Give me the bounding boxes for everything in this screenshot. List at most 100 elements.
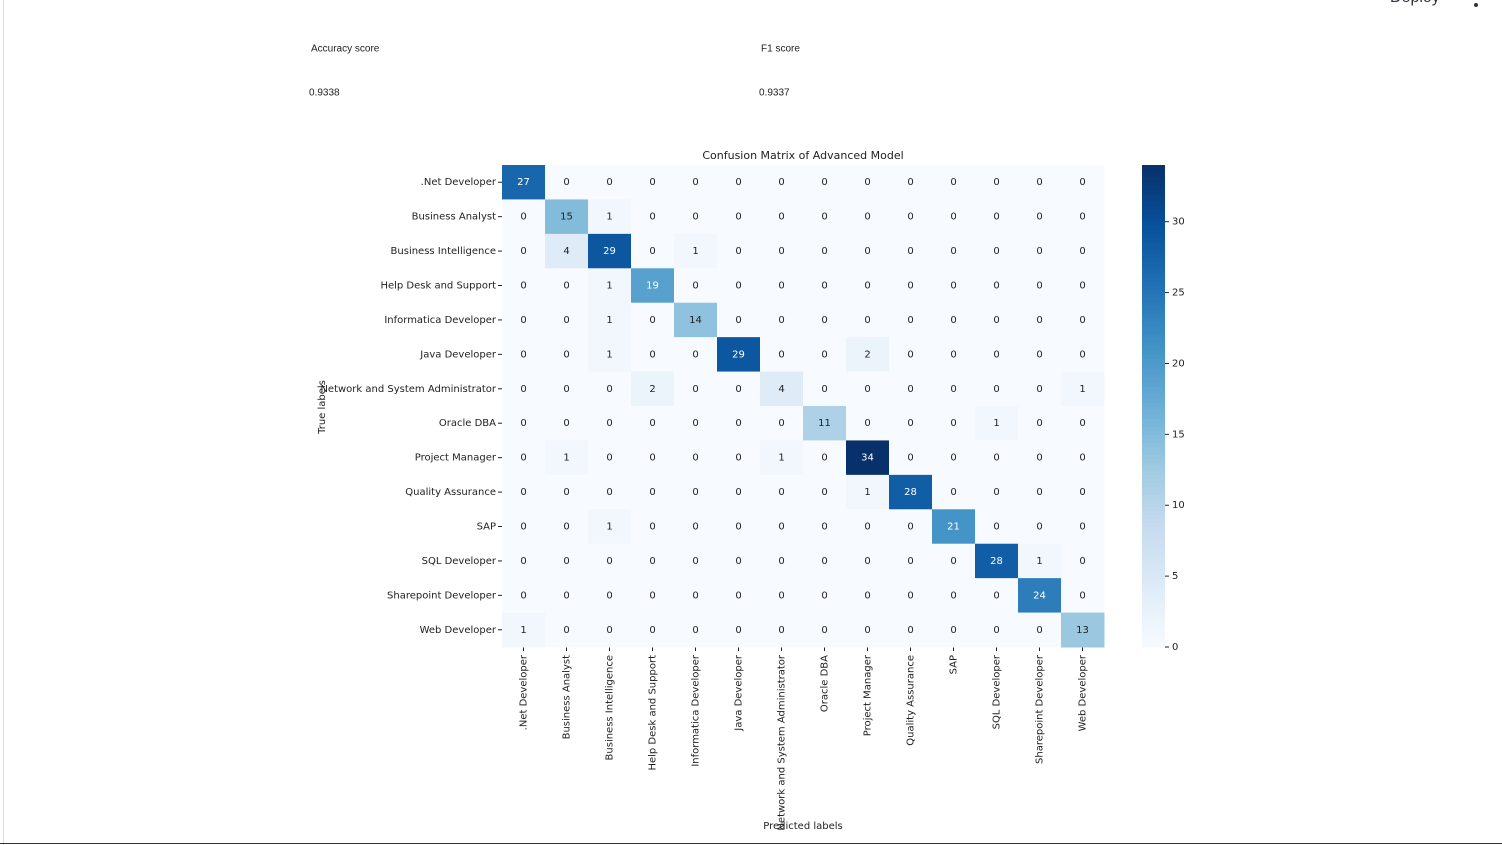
cell	[975, 199, 1019, 235]
cell	[545, 371, 589, 407]
cell-label: 0	[520, 522, 526, 533]
cell	[1061, 199, 1105, 235]
cell	[1061, 165, 1105, 200]
cell	[1018, 371, 1062, 407]
colorbar-segment	[1142, 502, 1165, 508]
cell-label: 0	[907, 177, 913, 188]
cell-label: 0	[649, 556, 655, 567]
colorbar-segment	[1142, 309, 1165, 315]
cell-label: 0	[778, 556, 784, 567]
cell-label: 0	[735, 590, 741, 601]
cell-label: 0	[907, 418, 913, 429]
cell	[760, 406, 804, 441]
cell	[674, 199, 718, 235]
metric-label: Accuracy score	[311, 44, 380, 55]
cell-label: 0	[692, 349, 698, 360]
cell	[803, 371, 847, 407]
colorbar-segment	[1142, 570, 1165, 576]
cell	[889, 371, 933, 407]
colorbar-segment	[1142, 590, 1165, 596]
cell-label: 0	[821, 487, 827, 498]
x-tick-label: Web Developer	[1078, 654, 1089, 731]
cell	[846, 578, 890, 614]
cell-label: 0	[1036, 315, 1042, 326]
cell-label: 0	[606, 590, 612, 601]
cell-label: 0	[993, 487, 999, 498]
cell	[803, 612, 847, 648]
cell-label: 0	[950, 625, 956, 636]
cell	[932, 233, 976, 269]
cell-label: 0	[735, 177, 741, 188]
colorbar-segment	[1142, 554, 1165, 560]
cell	[717, 199, 761, 235]
menu-button[interactable]	[1474, 3, 1478, 7]
cell	[588, 474, 632, 510]
colorbar-segment	[1142, 397, 1165, 403]
colorbar-segment	[1142, 466, 1165, 471]
cell-label: 0	[692, 384, 698, 395]
cell-label: 0	[520, 315, 526, 326]
cell	[588, 233, 632, 269]
cell-label: 0	[606, 556, 612, 567]
colorbar-segment	[1142, 357, 1165, 363]
cell	[1018, 337, 1062, 373]
cell-label: 0	[778, 315, 784, 326]
cell-label: 0	[993, 384, 999, 395]
cell	[932, 165, 976, 200]
cell-label: 0	[735, 625, 741, 636]
cell-label: 1	[606, 315, 612, 326]
cell	[975, 165, 1019, 200]
cell	[1018, 165, 1062, 200]
cell	[631, 337, 675, 373]
colorbar-segment	[1142, 201, 1165, 206]
cell	[674, 474, 718, 510]
cell-label: 0	[692, 418, 698, 429]
cell	[975, 578, 1019, 614]
cell-label: 0	[821, 281, 827, 292]
cell	[846, 543, 890, 579]
cell-label: 0	[821, 315, 827, 326]
cell-label: 0	[692, 177, 698, 188]
colorbar-segment	[1142, 197, 1165, 202]
cell	[674, 268, 718, 304]
cell-label: 0	[692, 625, 698, 636]
cell-label: 0	[735, 246, 741, 257]
cell	[674, 371, 718, 407]
cell-label: 29	[603, 246, 616, 257]
cell-label: 28	[990, 556, 1003, 567]
cell-label: 0	[520, 281, 526, 292]
colorbar-segment	[1142, 526, 1165, 532]
x-tick-label: Quality Assurance	[906, 655, 917, 746]
cell	[631, 612, 675, 648]
x-tick-label: SAP	[949, 655, 960, 674]
colorbar-tick-label: 0	[1172, 642, 1178, 653]
cell	[631, 302, 675, 338]
cell-label: 0	[778, 522, 784, 533]
colorbar-segment	[1142, 385, 1165, 391]
colorbar-tick-label: 5	[1172, 571, 1178, 582]
x-tick-label: Oracle DBA	[820, 655, 831, 712]
cell	[932, 302, 976, 338]
cell	[1061, 268, 1105, 304]
cell-label: 0	[993, 625, 999, 636]
cell	[545, 302, 589, 338]
y-tick-label: SQL Developer	[422, 556, 497, 567]
colorbar-segment	[1142, 193, 1165, 198]
deploy-button[interactable]: Deploy	[1390, 0, 1440, 6]
colorbar-segment	[1142, 401, 1165, 407]
cell-label: 0	[692, 522, 698, 533]
colorbar-segment	[1142, 510, 1165, 516]
cell-label: 0	[907, 212, 913, 223]
cell	[674, 302, 718, 338]
colorbar-segment	[1142, 281, 1165, 287]
cell-label: 0	[563, 315, 569, 326]
metric-value: 0.9338	[309, 88, 340, 99]
cell	[1018, 406, 1062, 441]
colorbar-segment	[1142, 614, 1165, 620]
cell-label: 0	[563, 556, 569, 567]
colorbar-tick-label: 15	[1172, 429, 1185, 440]
colorbar-segment	[1142, 221, 1165, 226]
colorbar-segment	[1142, 430, 1165, 435]
x-tick-label: .Net Developer	[519, 654, 530, 730]
